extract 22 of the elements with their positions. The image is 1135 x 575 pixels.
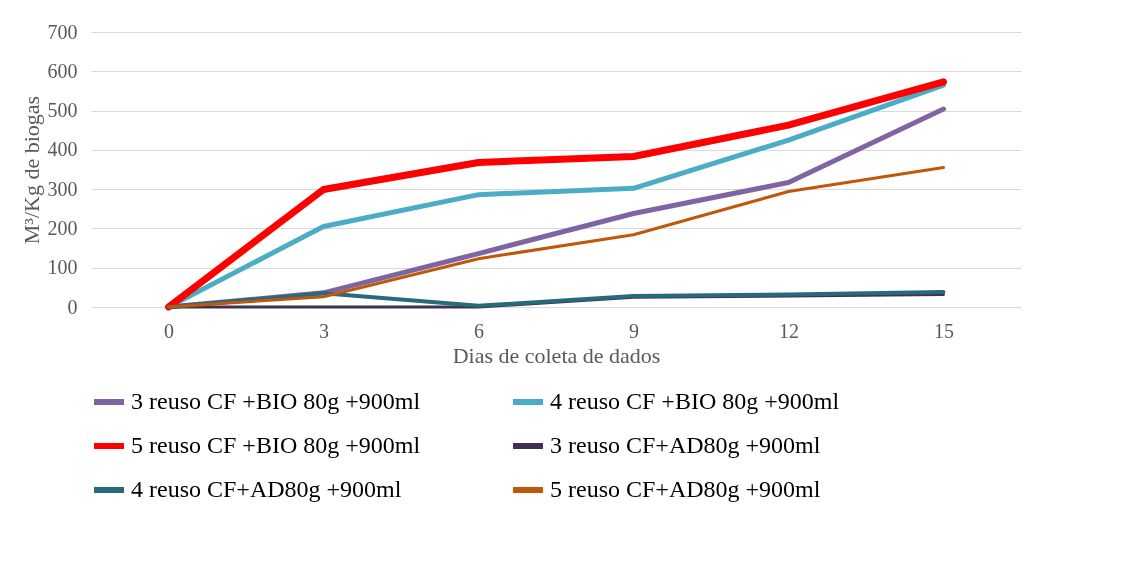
y-tick-label: 600 [47,59,78,82]
legend-label: 4 reuso CF+AD80g +900ml [131,476,402,502]
y-tick-label: 300 [47,177,78,200]
x-tick-label: 15 [934,319,954,342]
y-tick-label: 400 [47,138,78,161]
x-tick-label: 6 [474,319,484,342]
x-tick-label: 3 [319,319,329,342]
y-tick-label: 500 [47,99,78,122]
legend-label: 5 reuso CF+AD80g +900ml [550,476,821,502]
x-axis-title: Dias de coleta de dados [452,342,661,368]
y-tick-label: 100 [47,256,78,279]
x-tick-label: 9 [629,319,639,342]
y-tick-label: 700 [47,20,78,43]
y-tick-label: 200 [47,216,78,239]
legend-label: 4 reuso CF +BIO 80g +900ml [550,388,840,414]
x-tick-label: 12 [779,319,799,342]
y-tick-label: 0 [67,295,78,318]
y-axis-title: M³/Kg de biogas [18,95,44,245]
legend-label: 5 reuso CF +BIO 80g +900ml [131,432,421,458]
x-tick-label: 0 [164,319,174,342]
legend-label: 3 reuso CF+AD80g +900ml [550,432,821,458]
legend-label: 3 reuso CF +BIO 80g +900ml [131,388,421,414]
